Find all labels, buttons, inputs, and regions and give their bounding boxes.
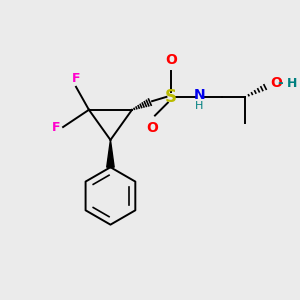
Text: F: F <box>72 72 80 85</box>
Text: O: O <box>271 76 283 90</box>
Text: O: O <box>146 121 158 135</box>
Text: -: - <box>277 76 283 90</box>
Polygon shape <box>107 140 114 167</box>
Text: F: F <box>52 121 61 134</box>
Text: S: S <box>165 88 177 106</box>
Text: H: H <box>287 77 297 91</box>
Text: H: H <box>195 101 204 111</box>
Text: O: O <box>165 53 177 67</box>
Text: N: N <box>194 88 205 102</box>
